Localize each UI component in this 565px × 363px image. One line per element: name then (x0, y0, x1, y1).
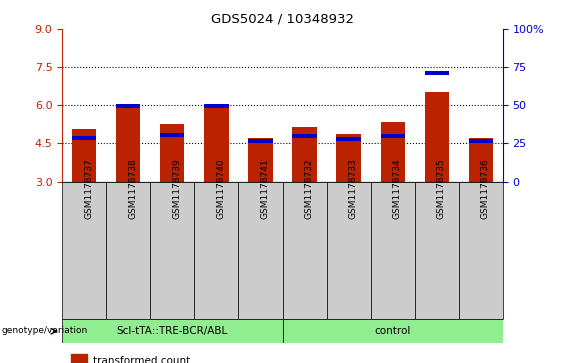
Bar (337, 134, 360, 182)
Bar (62, 182, 106, 319)
Text: GSM1178740: GSM1178740 (216, 158, 225, 219)
Bar (469, 139, 493, 143)
Bar (238, 182, 282, 319)
Bar (293, 127, 316, 182)
Bar (337, 137, 360, 140)
Text: GSM1178739: GSM1178739 (172, 158, 181, 219)
Bar (72, 129, 96, 182)
Bar (282, 319, 503, 343)
Text: GSM1178732: GSM1178732 (305, 158, 314, 219)
Bar (415, 182, 459, 319)
Bar (327, 182, 371, 319)
Bar (249, 138, 272, 182)
Text: GSM1178741: GSM1178741 (260, 158, 270, 219)
Bar (459, 182, 503, 319)
Text: GSM1178737: GSM1178737 (84, 158, 93, 219)
Bar (381, 122, 405, 182)
Text: ScI-tTA::TRE-BCR/ABL: ScI-tTA::TRE-BCR/ABL (117, 326, 228, 336)
Bar (205, 104, 228, 108)
Bar (72, 136, 96, 140)
Text: GSM1178734: GSM1178734 (393, 158, 402, 219)
Text: GSM1178733: GSM1178733 (349, 158, 358, 219)
Bar (469, 138, 493, 182)
Text: GSM1178736: GSM1178736 (481, 158, 490, 219)
Text: control: control (375, 326, 411, 336)
Bar (160, 124, 184, 182)
Bar (116, 106, 140, 182)
Text: genotype/variation: genotype/variation (1, 326, 88, 335)
Bar (71, 354, 87, 363)
Bar (249, 139, 272, 143)
Bar (282, 182, 327, 319)
Bar (160, 134, 184, 137)
Bar (106, 182, 150, 319)
Title: GDS5024 / 10348932: GDS5024 / 10348932 (211, 12, 354, 25)
Bar (371, 182, 415, 319)
Text: GSM1178738: GSM1178738 (128, 158, 137, 219)
Bar (116, 104, 140, 108)
Bar (194, 182, 238, 319)
Bar (293, 134, 316, 138)
Bar (381, 134, 405, 138)
Bar (425, 71, 449, 75)
Bar (150, 182, 194, 319)
Bar (425, 92, 449, 182)
Bar (205, 106, 228, 182)
Text: GSM1178735: GSM1178735 (437, 158, 446, 219)
Bar (62, 319, 282, 343)
Text: transformed count: transformed count (93, 356, 190, 363)
